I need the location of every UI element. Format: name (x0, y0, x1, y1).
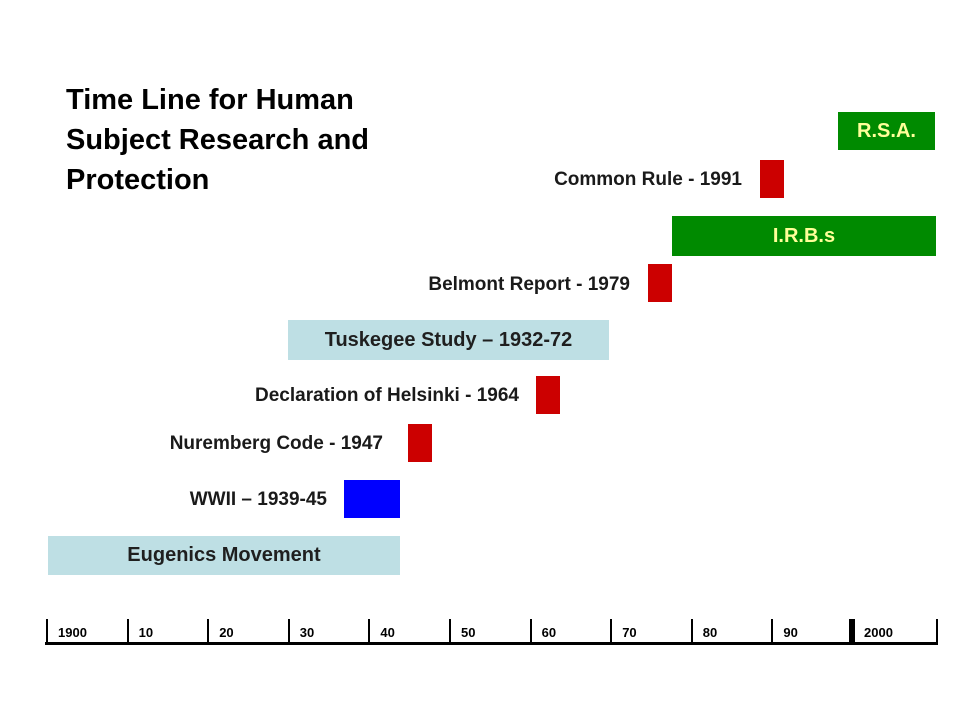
axis-tick-60 (529, 619, 532, 645)
rsa-label: R.S.A. (857, 119, 916, 142)
axis-tick-label-2000: 2000 (864, 625, 893, 640)
axis-tick-20 (207, 619, 210, 645)
helsinki-label: Declaration of Helsinki - 1964 (255, 385, 519, 406)
axis-tick-label-20: 20 (219, 625, 234, 640)
helsinki-marker (536, 376, 560, 414)
eugenics-bar: Eugenics Movement (48, 536, 400, 575)
axis-tick-label-80: 80 (702, 625, 718, 640)
axis-tick-40 (368, 619, 371, 645)
axis-tick-label-30: 30 (299, 625, 315, 640)
axis-tick-label-70: 70 (622, 625, 637, 640)
axis-tick-label-60: 60 (541, 625, 557, 640)
axis-tick-label-50: 50 (461, 625, 476, 640)
rsa-bar: R.S.A. (838, 112, 935, 150)
irbs-label: I.R.B.s (772, 224, 836, 247)
axis-tick-label-40: 40 (380, 625, 395, 640)
axis-tick-90 (771, 619, 774, 645)
page-title: Time Line for Human Subject Research and… (66, 84, 369, 196)
eugenics-label: Eugenics Movement (127, 544, 321, 566)
axis-tick-50 (449, 619, 451, 645)
nuremberg-marker (408, 424, 432, 462)
belmont-label: Belmont Report - 1979 (428, 274, 630, 295)
irbs-bar: I.R.B.s (672, 216, 936, 256)
belmont-marker (648, 264, 672, 302)
axis-tick-70 (610, 619, 613, 645)
axis-tick-label-90: 90 (783, 625, 798, 640)
axis-baseline (45, 642, 938, 645)
axis-tick-30 (287, 619, 290, 645)
axis-tick-label-1900: 1900 (58, 625, 87, 640)
axis-tick-80 (690, 619, 693, 645)
common-rule-label: Common Rule - 1991 (554, 169, 742, 190)
timeline-axis: 1900 10 20 30 40 50 60 70 80 90 2000 (45, 615, 938, 645)
tuskegee-bar: Tuskegee Study – 1932-72 (288, 320, 609, 360)
common-rule-marker (760, 160, 784, 198)
axis-tick-label-10: 10 (138, 625, 154, 640)
wwii-marker (344, 480, 400, 518)
axis-tick-10 (126, 619, 129, 645)
tuskegee-label: Tuskegee Study – 1932-72 (324, 328, 573, 351)
axis-tick-1900 (46, 619, 48, 645)
axis-end-tick (936, 619, 938, 645)
wwii-label: WWII – 1939-45 (189, 489, 327, 510)
axis-tick-2000 (849, 619, 855, 645)
nuremberg-label: Nuremberg Code - 1947 (169, 433, 383, 454)
